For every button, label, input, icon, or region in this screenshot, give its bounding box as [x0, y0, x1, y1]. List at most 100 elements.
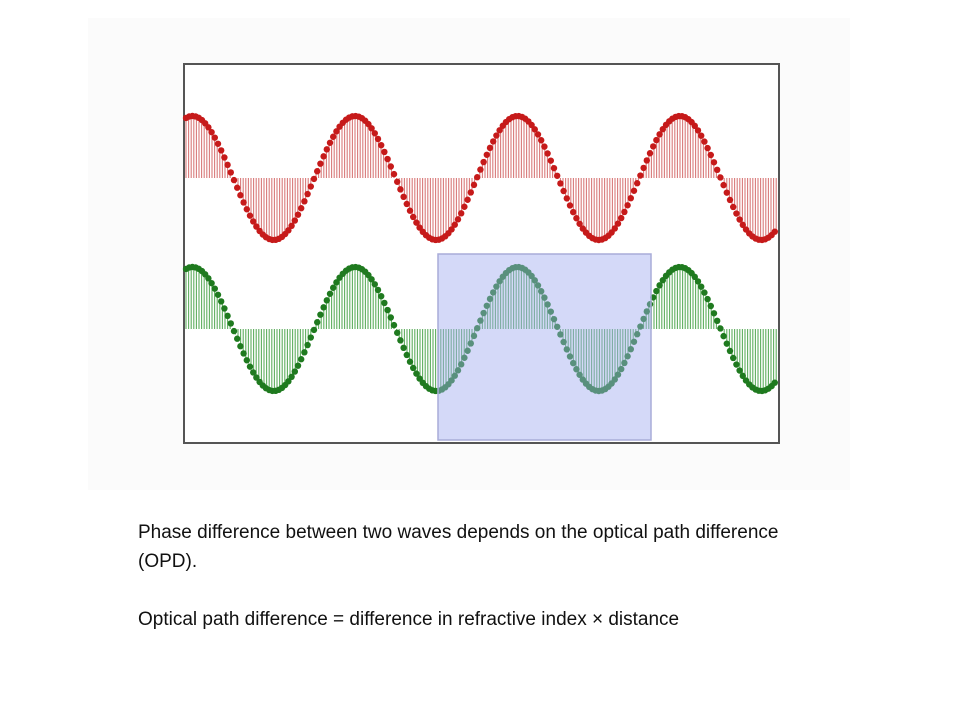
red-wave-dot — [368, 125, 375, 132]
red-wave-dot — [208, 128, 215, 136]
green-wave-dot — [371, 281, 378, 288]
green-wave-dot — [717, 325, 724, 332]
green-wave-dot — [240, 350, 247, 357]
green-wave-dot — [214, 291, 222, 298]
red-wave-dot — [323, 146, 330, 153]
red-wave-dot — [378, 141, 385, 149]
red-wave-dot — [733, 210, 740, 217]
green-wave-dot — [698, 283, 705, 290]
green-wave-dot — [621, 359, 628, 367]
red-wave-dot — [646, 150, 654, 157]
red-wave-dot — [490, 138, 497, 145]
red-wave-dot — [326, 139, 334, 146]
red-wave-dot — [531, 126, 538, 133]
red-wave-dot — [230, 176, 238, 184]
red-wave-dot — [736, 216, 743, 223]
red-wave-dot — [211, 134, 218, 141]
green-wave-dot — [726, 347, 734, 355]
green-wave-dot — [230, 327, 238, 335]
green-wave-dot — [374, 286, 382, 294]
red-wave-dot — [288, 222, 295, 230]
red-wave-dot — [723, 189, 730, 196]
red-wave-dot — [560, 187, 567, 195]
green-wave-dot — [493, 283, 500, 290]
red-wave-dot — [630, 187, 638, 194]
green-wave-dot — [221, 305, 228, 312]
green-wave-dot — [381, 299, 388, 307]
red-wave-dot — [240, 199, 247, 206]
red-wave-dot — [387, 163, 394, 170]
green-wave-dot — [704, 295, 711, 303]
red-wave-dot — [480, 158, 487, 166]
red-wave-dot — [250, 218, 257, 225]
green-wave-dot — [570, 359, 577, 367]
red-wave-dot — [474, 174, 481, 181]
red-wave-dot — [694, 127, 702, 134]
red-wave-dot — [554, 172, 561, 179]
green-wave-dot — [541, 294, 548, 301]
green-wave-dot — [611, 376, 618, 383]
red-wave-dot — [454, 216, 462, 223]
green-wave-dot — [451, 372, 458, 379]
green-wave-dot — [464, 347, 471, 354]
red-wave-dot — [307, 183, 314, 190]
red-wave-dot — [483, 151, 490, 158]
red-wave-dot — [413, 219, 420, 226]
green-wave-dot — [310, 326, 318, 334]
red-wave-dot — [771, 228, 778, 235]
red-wave-dot — [333, 128, 340, 135]
red-wave-dot — [451, 221, 458, 228]
red-wave-dot — [640, 164, 647, 172]
green-wave-dot — [378, 292, 385, 300]
green-wave-dot — [413, 370, 420, 377]
red-wave-dot — [707, 151, 714, 159]
red-wave-dot — [314, 168, 321, 175]
red-wave-dot — [461, 203, 468, 210]
waves — [182, 112, 778, 395]
red-wave-dot — [464, 196, 471, 203]
green-wave-dot — [714, 317, 721, 325]
green-wave-dot — [285, 378, 292, 385]
red-wave-dot — [557, 180, 564, 187]
green-wave-dot — [563, 346, 570, 353]
red-wave-dot — [621, 208, 628, 216]
red-wave-dot — [381, 148, 388, 156]
paragraph: Optical path difference = difference in … — [138, 609, 680, 630]
red-wave-dot — [384, 155, 391, 163]
green-wave-dot — [771, 379, 778, 386]
green-wave-dot — [400, 344, 407, 352]
green-wave-dot — [544, 301, 551, 308]
red-wave-dot — [390, 170, 398, 178]
red-wave-dot — [403, 200, 410, 208]
green-wave-dot — [458, 361, 465, 368]
green-wave-dot — [333, 279, 340, 286]
green-wave-dot — [298, 356, 305, 363]
green-wave-dot — [739, 372, 746, 380]
red-wave-dot — [637, 172, 644, 179]
green-wave-dot — [461, 354, 468, 361]
green-wave-dot — [560, 338, 567, 346]
paragraph: Phase difference between two waves depen… — [138, 522, 779, 572]
green-wave-dot — [227, 320, 234, 327]
red-wave-dot — [317, 160, 324, 167]
green-wave-dot — [474, 325, 481, 332]
red-wave-dot — [730, 203, 737, 211]
red-wave-dot — [496, 127, 503, 134]
green-wave-dot — [403, 351, 410, 359]
red-wave-dot — [298, 205, 305, 212]
red-wave-dot — [726, 196, 734, 204]
red-wave-dot — [320, 153, 327, 160]
green-wave-dot — [496, 278, 503, 285]
green-wave-dot — [208, 279, 215, 287]
red-wave-dot — [653, 136, 660, 144]
green-wave-dot — [397, 337, 404, 344]
red-wave-dot — [643, 157, 650, 164]
red-wave-dot — [534, 131, 542, 138]
green-wave-dot — [253, 374, 260, 381]
green-wave-dot — [294, 362, 302, 369]
green-wave-dot — [691, 273, 698, 281]
green-wave-dot — [467, 340, 474, 347]
green-wave-dot — [368, 276, 375, 283]
green-wave-dot — [390, 321, 398, 329]
red-wave-dot — [528, 121, 535, 129]
